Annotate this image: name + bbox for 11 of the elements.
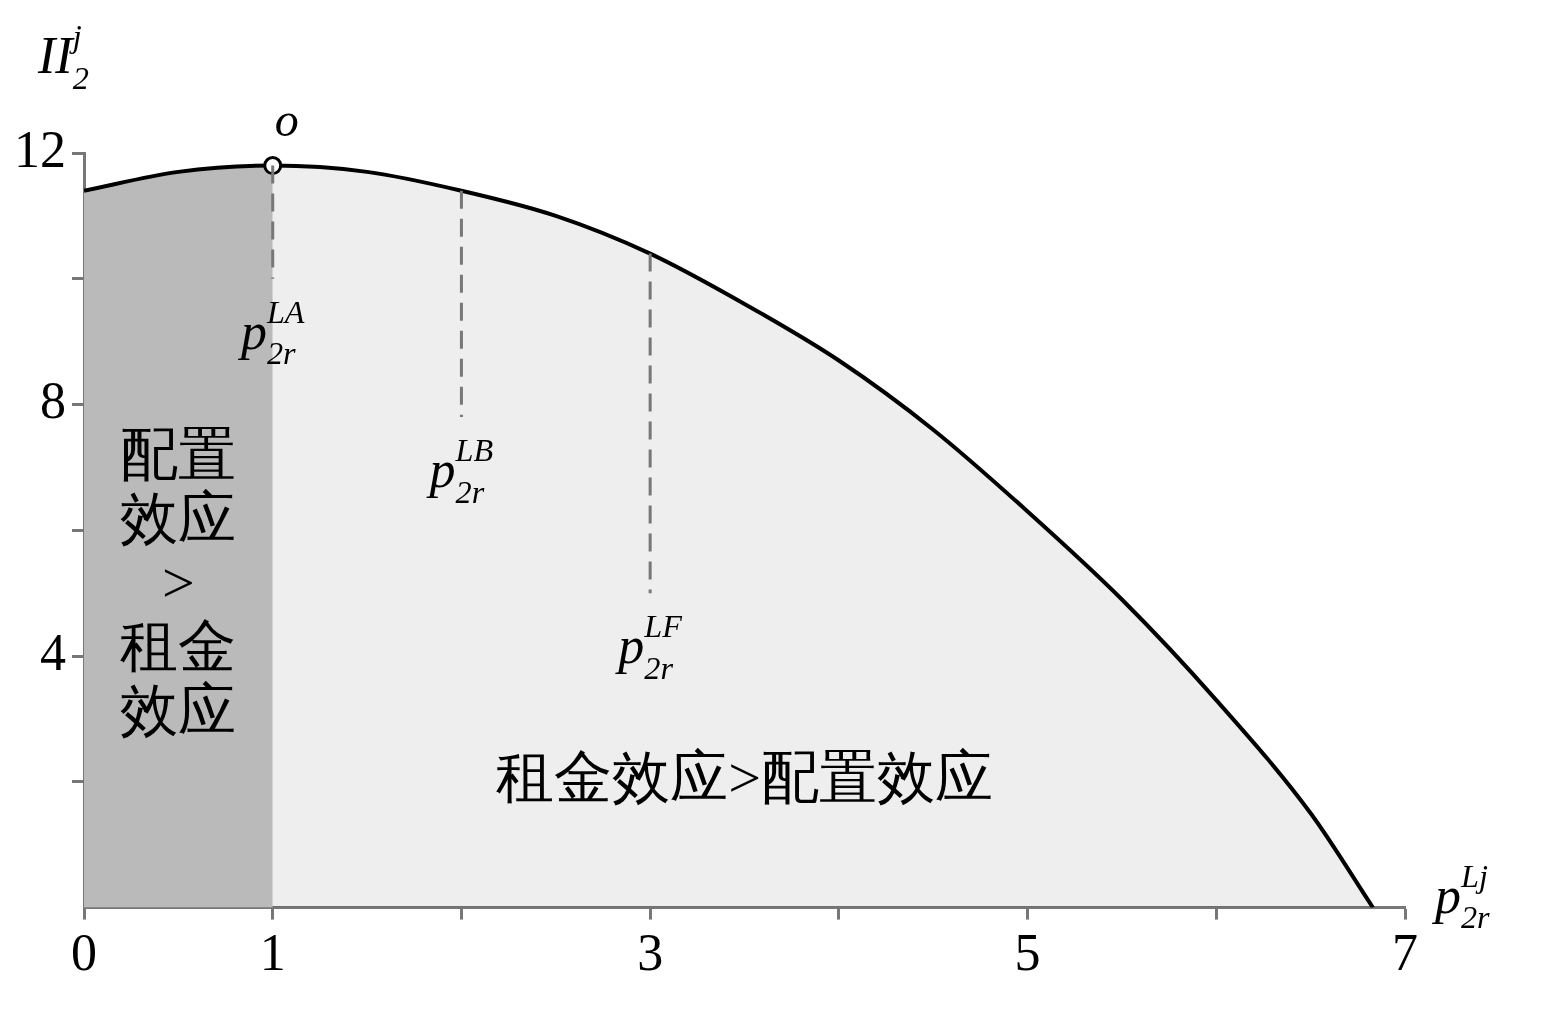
x-tick-label: 5: [1014, 924, 1041, 982]
y-tick-label: 8: [40, 372, 66, 430]
x-tick-label: 1: [259, 924, 286, 982]
y-tick-label: 4: [40, 623, 66, 681]
x-tick-label: 0: [71, 924, 97, 982]
annotation: 租金效应>配置效应: [496, 745, 993, 811]
x-tick-label: 7: [1392, 924, 1418, 982]
y-tick-label: 12: [14, 120, 66, 178]
annotation: 配置效应>租金效应: [120, 422, 237, 744]
annotation: o: [274, 93, 299, 147]
x-tick-label: 3: [637, 924, 664, 982]
